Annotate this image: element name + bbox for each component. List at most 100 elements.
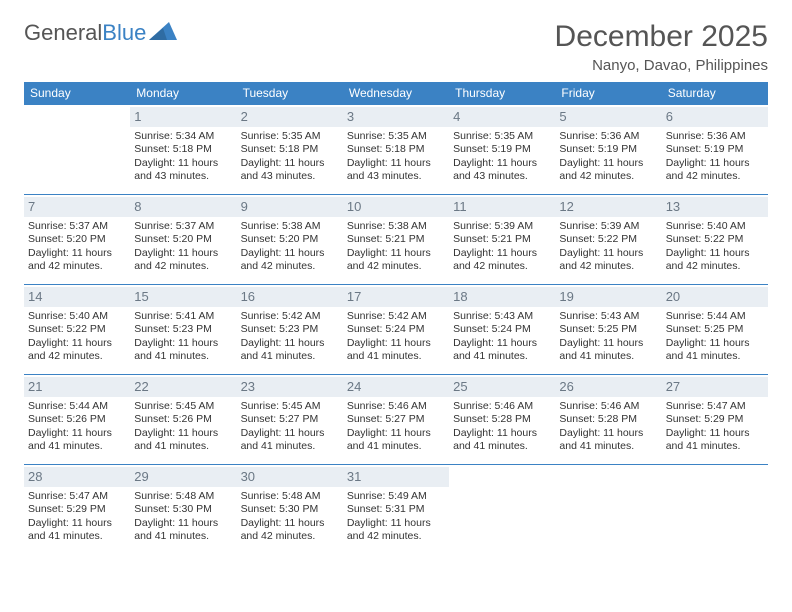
day-details: Sunrise: 5:44 AMSunset: 5:26 PMDaylight:… [28,400,126,453]
day-details: Sunrise: 5:45 AMSunset: 5:27 PMDaylight:… [241,400,339,453]
day-number: 17 [343,287,449,307]
day-details: Sunrise: 5:39 AMSunset: 5:22 PMDaylight:… [559,220,657,273]
day-details: Sunrise: 5:48 AMSunset: 5:30 PMDaylight:… [241,490,339,543]
calendar-week-row: 21 Sunrise: 5:44 AMSunset: 5:26 PMDayligh… [24,375,768,465]
day-number: 3 [343,107,449,127]
calendar-cell: 26 Sunrise: 5:46 AMSunset: 5:28 PMDayligh… [555,375,661,465]
day-details: Sunrise: 5:36 AMSunset: 5:19 PMDaylight:… [559,130,657,183]
calendar-cell: 22Sunrise: 5:45 AMSunset: 5:26 PMDayligh… [130,375,236,465]
calendar-cell: 15 Sunrise: 5:41 AMSunset: 5:23 PMDayligh… [130,285,236,375]
day-number: 9 [237,197,343,217]
calendar-cell: 2Sunrise: 5:35 AMSunset: 5:18 PMDaylight… [237,105,343,195]
day-details: Sunrise: 5:39 AMSunset: 5:21 PMDaylight:… [453,220,551,273]
calendar-week-row: 14 Sunrise: 5:40 AMSunset: 5:22 PMDayligh… [24,285,768,375]
day-details: Sunrise: 5:37 AMSunset: 5:20 PMDaylight:… [28,220,126,273]
calendar-cell: 6 Sunrise: 5:36 AMSunset: 5:19 PMDaylight… [662,105,768,195]
calendar-cell: 25 Sunrise: 5:46 AMSunset: 5:28 PMDayligh… [449,375,555,465]
day-number: 21 [24,377,130,397]
calendar-cell: 24 Sunrise: 5:46 AMSunset: 5:27 PMDayligh… [343,375,449,465]
day-number: 12 [555,197,661,217]
day-number: 5 [555,107,661,127]
calendar-header-row: SundayMondayTuesdayWednesdayThursdayFrid… [24,82,768,105]
calendar-cell: 23 Sunrise: 5:45 AMSunset: 5:27 PMDayligh… [237,375,343,465]
calendar-cell [662,465,768,555]
calendar-cell: 4 Sunrise: 5:35 AMSunset: 5:19 PMDaylight… [449,105,555,195]
day-number: 1 [130,107,236,127]
day-details: Sunrise: 5:45 AMSunset: 5:26 PMDaylight:… [134,400,232,453]
day-details: Sunrise: 5:38 AMSunset: 5:20 PMDaylight:… [241,220,339,273]
location-label: Nanyo, Davao, Philippines [555,57,768,74]
calendar-week-row: 28Sunrise: 5:47 AMSunset: 5:29 PMDayligh… [24,465,768,555]
day-number: 31 [343,467,449,487]
day-details: Sunrise: 5:47 AMSunset: 5:29 PMDaylight:… [666,400,764,453]
day-number: 24 [343,377,449,397]
calendar-cell: 5 Sunrise: 5:36 AMSunset: 5:19 PMDaylight… [555,105,661,195]
calendar-cell: 7 Sunrise: 5:37 AMSunset: 5:20 PMDaylight… [24,195,130,285]
calendar-cell: 30 Sunrise: 5:48 AMSunset: 5:30 PMDayligh… [237,465,343,555]
weekday-header: Saturday [662,82,768,105]
day-details: Sunrise: 5:42 AMSunset: 5:23 PMDaylight:… [241,310,339,363]
weekday-header: Thursday [449,82,555,105]
day-details: Sunrise: 5:46 AMSunset: 5:27 PMDaylight:… [347,400,445,453]
day-details: Sunrise: 5:46 AMSunset: 5:28 PMDaylight:… [453,400,551,453]
calendar-cell: 13Sunrise: 5:40 AMSunset: 5:22 PMDayligh… [662,195,768,285]
calendar-cell: 3 Sunrise: 5:35 AMSunset: 5:18 PMDaylight… [343,105,449,195]
day-number: 8 [130,197,236,217]
calendar-cell: 18Sunrise: 5:43 AMSunset: 5:24 PMDayligh… [449,285,555,375]
weekday-header: Wednesday [343,82,449,105]
calendar-cell [555,465,661,555]
day-details: Sunrise: 5:43 AMSunset: 5:24 PMDaylight:… [453,310,551,363]
calendar-table: SundayMondayTuesdayWednesdayThursdayFrid… [24,82,768,555]
day-number: 23 [237,377,343,397]
month-title: December 2025 [555,20,768,54]
day-number: 20 [662,287,768,307]
day-number: 10 [343,197,449,217]
weekday-header: Sunday [24,82,130,105]
calendar-cell: 17Sunrise: 5:42 AMSunset: 5:24 PMDayligh… [343,285,449,375]
day-number: 30 [237,467,343,487]
day-number: 19 [555,287,661,307]
calendar-cell: 12 Sunrise: 5:39 AMSunset: 5:22 PMDayligh… [555,195,661,285]
brand-name-a: General [24,20,102,46]
brand-name-b: Blue [102,20,146,46]
calendar-week-row: 1 Sunrise: 5:34 AMSunset: 5:18 PMDaylight… [24,105,768,195]
calendar-cell: 21 Sunrise: 5:44 AMSunset: 5:26 PMDayligh… [24,375,130,465]
calendar-body: 1 Sunrise: 5:34 AMSunset: 5:18 PMDaylight… [24,105,768,555]
day-details: Sunrise: 5:48 AMSunset: 5:30 PMDaylight:… [134,490,232,543]
day-details: Sunrise: 5:38 AMSunset: 5:21 PMDaylight:… [347,220,445,273]
day-number: 27 [662,377,768,397]
day-number: 13 [662,197,768,217]
day-details: Sunrise: 5:40 AMSunset: 5:22 PMDaylight:… [28,310,126,363]
day-details: Sunrise: 5:34 AMSunset: 5:18 PMDaylight:… [134,130,232,183]
brand-logo: GeneralBlue [24,20,177,46]
day-number: 4 [449,107,555,127]
calendar-week-row: 7 Sunrise: 5:37 AMSunset: 5:20 PMDaylight… [24,195,768,285]
day-number: 26 [555,377,661,397]
calendar-cell: 1 Sunrise: 5:34 AMSunset: 5:18 PMDaylight… [130,105,236,195]
day-number: 7 [24,197,130,217]
calendar-cell [24,105,130,195]
day-number: 25 [449,377,555,397]
logo-triangle-icon [149,20,177,46]
page-header: GeneralBlue December 2025 Nanyo, Davao, … [24,20,768,74]
day-details: Sunrise: 5:36 AMSunset: 5:19 PMDaylight:… [666,130,764,183]
day-details: Sunrise: 5:49 AMSunset: 5:31 PMDaylight:… [347,490,445,543]
calendar-cell: 19Sunrise: 5:43 AMSunset: 5:25 PMDayligh… [555,285,661,375]
day-details: Sunrise: 5:46 AMSunset: 5:28 PMDaylight:… [559,400,657,453]
calendar-cell: 31 Sunrise: 5:49 AMSunset: 5:31 PMDayligh… [343,465,449,555]
calendar-cell: 27 Sunrise: 5:47 AMSunset: 5:29 PMDayligh… [662,375,768,465]
day-number: 6 [662,107,768,127]
calendar-cell: 29 Sunrise: 5:48 AMSunset: 5:30 PMDayligh… [130,465,236,555]
day-details: Sunrise: 5:35 AMSunset: 5:18 PMDaylight:… [347,130,445,183]
calendar-cell: 28Sunrise: 5:47 AMSunset: 5:29 PMDayligh… [24,465,130,555]
day-number: 2 [237,107,343,127]
weekday-header: Monday [130,82,236,105]
calendar-cell: 8Sunrise: 5:37 AMSunset: 5:20 PMDaylight… [130,195,236,285]
day-details: Sunrise: 5:41 AMSunset: 5:23 PMDaylight:… [134,310,232,363]
day-number: 14 [24,287,130,307]
day-number: 29 [130,467,236,487]
day-number: 15 [130,287,236,307]
calendar-cell: 20Sunrise: 5:44 AMSunset: 5:25 PMDayligh… [662,285,768,375]
day-details: Sunrise: 5:47 AMSunset: 5:29 PMDaylight:… [28,490,126,543]
day-details: Sunrise: 5:35 AMSunset: 5:19 PMDaylight:… [453,130,551,183]
